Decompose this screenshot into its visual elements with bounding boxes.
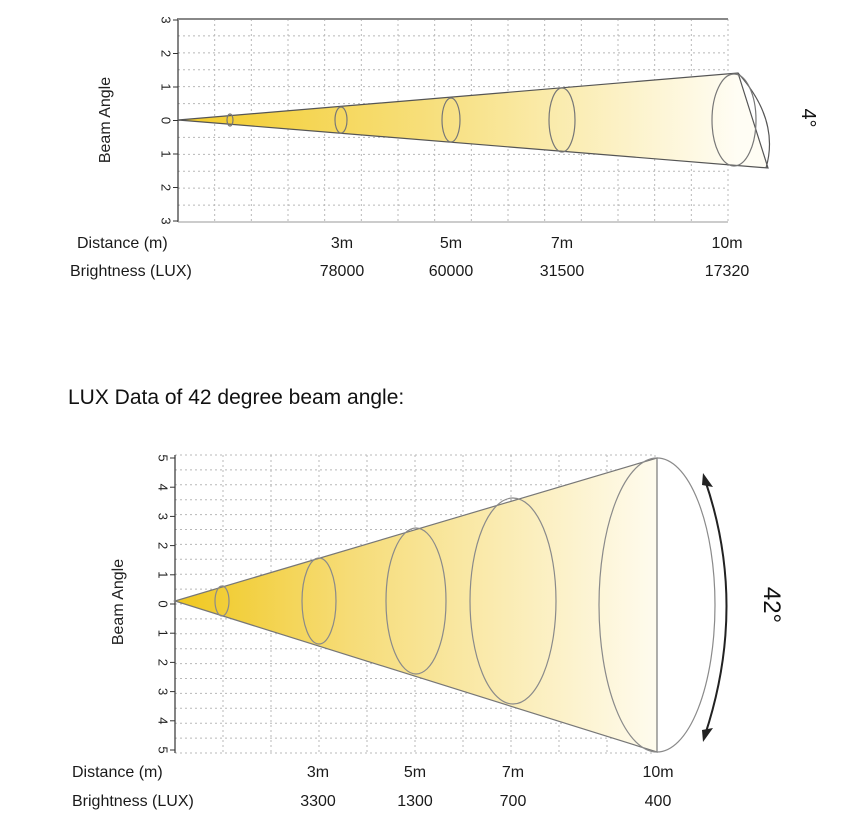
beam-section: [301, 557, 337, 645]
arrow-up-icon: [702, 473, 713, 487]
y-tick-label: 5: [156, 746, 171, 753]
beam-section: [385, 527, 447, 675]
brightness-value: 31500: [540, 263, 585, 280]
brightness-value: 700: [500, 793, 527, 810]
y-ticks: 3 2 1 0 1 2 3: [159, 16, 178, 225]
arrow-down-icon: [702, 728, 713, 742]
beam-cone: [172, 457, 658, 753]
beam-cone: [177, 72, 769, 169]
y-tick-label: 2: [159, 184, 174, 191]
y-tick-label: 3: [156, 688, 171, 695]
y-ticks: 5 4 3 2 1 0 1 2 3 4 5: [156, 454, 175, 754]
brightness-value: 78000: [320, 263, 365, 280]
beam-section: [214, 585, 230, 617]
y-tick-label: 1: [156, 630, 171, 637]
y-tick-label: 2: [156, 659, 171, 666]
beam-arc: [737, 72, 771, 169]
y-axis-title: Beam Angle: [110, 559, 127, 645]
beam-section: [711, 73, 757, 167]
y-tick-label: 3: [156, 513, 171, 520]
y-tick-label: 3: [159, 217, 174, 224]
brightness-value: 1300: [397, 793, 433, 810]
beam-diagram-4deg-svg: 3 2 1 0 1 2 3 Beam Angle 4° Distance (m) Brigh…: [70, 16, 819, 280]
section-heading: LUX Data of 42 degree beam angle:: [68, 386, 405, 409]
distance-value: 5m: [440, 235, 462, 252]
beam-section: [226, 113, 234, 127]
distance-value: 3m: [307, 764, 329, 781]
brightness-value: 400: [645, 793, 672, 810]
brightness-value: 3300: [300, 793, 336, 810]
beam-section: [334, 106, 348, 134]
y-tick-label: 2: [159, 50, 174, 57]
beam-angle-label: 4°: [797, 108, 819, 127]
y-tick-label: 3: [159, 16, 174, 23]
brightness-row-label: Brightness (LUX): [72, 793, 194, 810]
beam-angle-label: 42°: [758, 587, 785, 623]
y-axis-title: Beam Angle: [97, 77, 114, 163]
angle-arc: [704, 479, 728, 736]
y-tick-label: 1: [159, 150, 174, 157]
y-tick-label: 4: [156, 717, 171, 724]
y-tick-label: 4: [156, 484, 171, 491]
beam-section: [469, 497, 557, 705]
distance-row-label: Distance (m): [77, 235, 168, 252]
beam-section: [441, 97, 461, 143]
distance-row-label: Distance (m): [72, 764, 163, 781]
distance-value: 7m: [502, 764, 524, 781]
y-tick-label: 2: [156, 542, 171, 549]
distance-value: 3m: [331, 235, 353, 252]
y-tick-label: 0: [159, 117, 174, 124]
y-tick-label: 0: [156, 600, 171, 607]
brightness-value: 60000: [429, 263, 474, 280]
beam-section: [598, 457, 716, 753]
distance-value: 10m: [642, 764, 673, 781]
y-tick-label: 5: [156, 454, 171, 461]
beam-section: [548, 87, 576, 153]
distance-value: 7m: [551, 235, 573, 252]
brightness-value: 17320: [705, 263, 750, 280]
y-tick-label: 1: [159, 83, 174, 90]
y-tick-label: 1: [156, 571, 171, 578]
beam-diagram-4deg: 3 2 1 0 1 2 3 Beam Angle 4° Distance (m) Brigh…: [0, 0, 851, 300]
distance-value: 5m: [404, 764, 426, 781]
distance-value: 10m: [711, 235, 742, 252]
brightness-row-label: Brightness (LUX): [70, 263, 192, 280]
